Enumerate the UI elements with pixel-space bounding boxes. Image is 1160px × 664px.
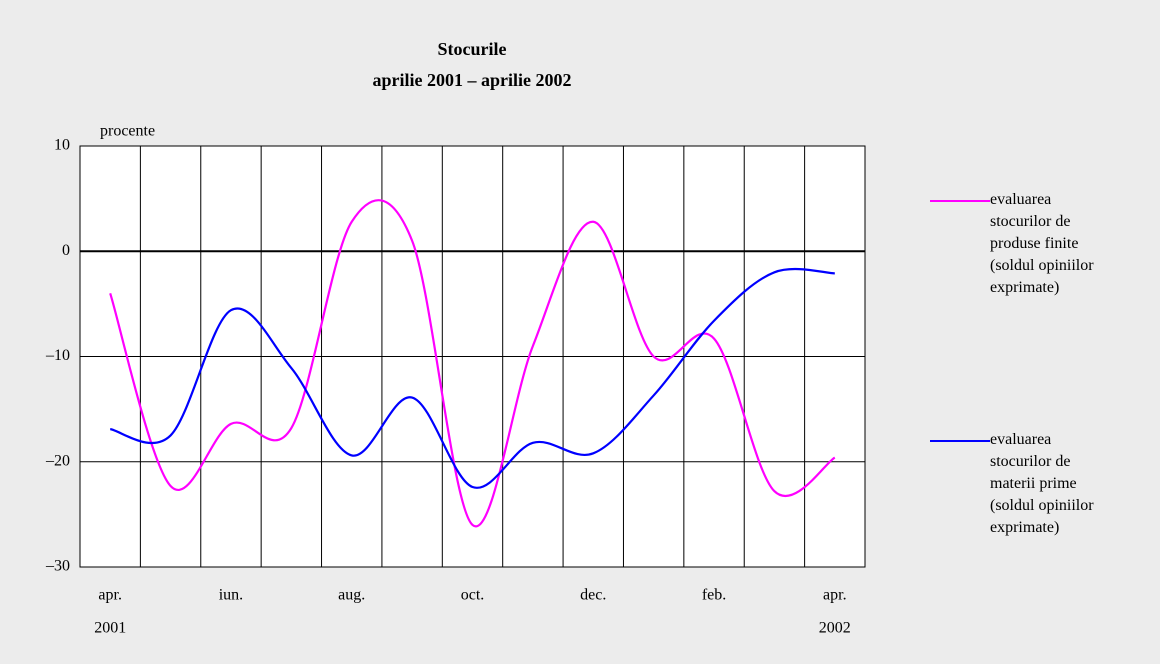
chart-title: Stocurile (438, 39, 507, 59)
data-line (109, 199, 836, 528)
x-tick-sublabel: 2002 (819, 620, 851, 637)
y-axis-label: procente (100, 123, 155, 140)
x-tick-label: apr. (823, 587, 847, 604)
y-tick-label: –30 (45, 558, 70, 575)
y-tick-label: 10 (54, 137, 70, 154)
x-tick-label: dec. (580, 587, 606, 604)
chart-subtitle: aprilie 2001 – aprilie 2002 (373, 70, 572, 90)
x-tick-label: apr. (98, 587, 122, 604)
legend-box: evaluarea stocurilor de materii prime (s… (990, 431, 1094, 536)
legend-box: evaluarea stocurilor de produse finite (… (990, 191, 1094, 296)
x-tick-label: oct. (461, 587, 485, 604)
y-tick-label: 0 (62, 242, 70, 259)
x-tick-label: iun. (219, 587, 243, 604)
y-tick-label: –10 (45, 347, 70, 364)
y-tick-label: –20 (45, 452, 70, 469)
x-tick-label: aug. (338, 587, 365, 604)
data-line (109, 268, 835, 489)
x-tick-sublabel: 2001 (94, 620, 126, 637)
legend-label: evaluarea stocurilor de materii prime (s… (990, 431, 1094, 536)
x-tick-label: feb. (702, 587, 726, 604)
legend-label: evaluarea stocurilor de produse finite (… (990, 191, 1094, 296)
